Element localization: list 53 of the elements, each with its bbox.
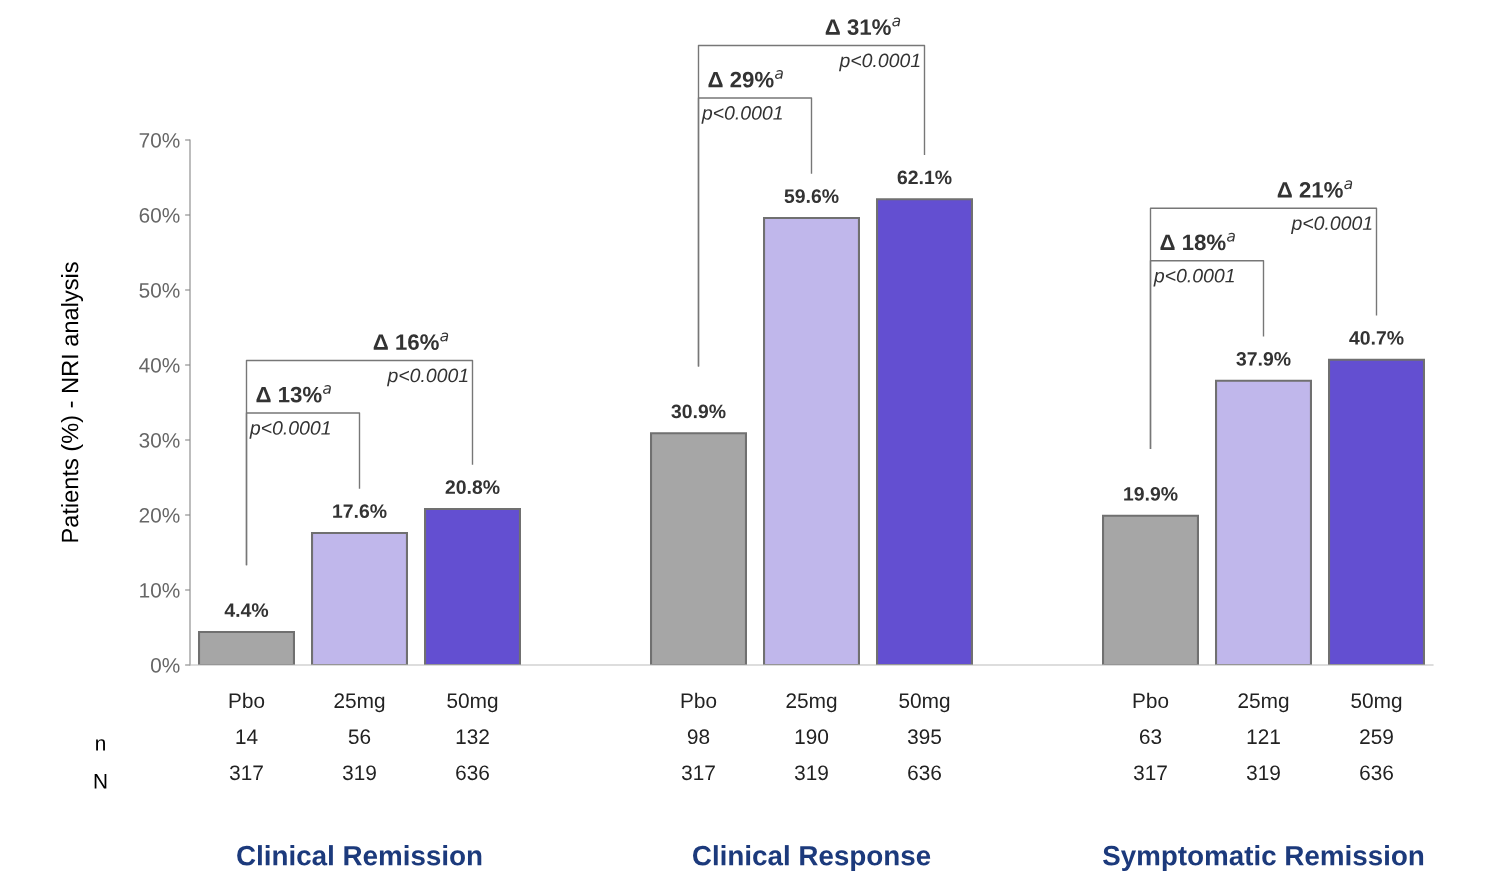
text: p<0.0001 [701, 106, 782, 124]
data-label: 40.7% [1349, 331, 1404, 345]
annotation: p<0.0001 [1290, 216, 1372, 234]
annotation: Δ 16%$^{a}$ [373, 332, 449, 350]
bar [650, 432, 747, 665]
y-tick-label: 20% [139, 508, 180, 523]
bar [424, 507, 521, 665]
x-tick-label: Pbo 14 317 [229, 692, 265, 781]
y-tick-label: 60% [139, 208, 180, 223]
x-tick-label: 50mg 259 636 [1351, 693, 1402, 781]
y-tick-label: 0% [150, 658, 180, 673]
bar [1215, 379, 1312, 665]
x-tick-label: 50mg 395 636 [899, 693, 950, 781]
data-label: 20.8% [445, 480, 500, 495]
data-label: 4.4% [224, 603, 269, 618]
y-tick-label: 10% [140, 583, 180, 598]
data-label: 17.6% [333, 504, 387, 519]
x-tick-label: Pbo 63 317 [1133, 692, 1169, 781]
annotation: Δ 18%$^{a}$ [1160, 232, 1235, 251]
data-label: 30.9% [671, 404, 726, 419]
bar [311, 531, 408, 665]
text: Symptomatic Remission [1103, 845, 1424, 871]
bar [1102, 514, 1199, 665]
annotation: Δ 13%$^{a}$ [256, 385, 331, 403]
bar [763, 216, 860, 665]
bar [1328, 358, 1425, 665]
y-axis-title: Patients (%) - NRI analysis [61, 262, 84, 542]
data-label: 59.6% [784, 189, 839, 204]
y-tick-label: 30% [139, 433, 180, 448]
x-tick-label: Pbo 98 317 [681, 692, 717, 781]
text: n [96, 739, 105, 751]
y-tick-label: 50% [139, 283, 180, 298]
y-tick-label: 40% [139, 358, 180, 373]
annotation: p<0.0001 [1153, 268, 1234, 287]
data-label: 62.1% [897, 170, 952, 185]
text: N [94, 774, 107, 789]
annotation: p<0.0001 [249, 421, 330, 439]
bar [876, 198, 973, 665]
y-tick-label: 70% [139, 133, 180, 148]
text: p<0.0001 [838, 53, 920, 72]
text: Clinical Remission [237, 845, 482, 866]
text: Δ 29%$^{a}$ [708, 70, 783, 88]
text: Clinical Response [693, 845, 931, 871]
text: Δ 31%$^{a}$ [825, 17, 901, 36]
annotation: p<0.0001 [386, 368, 468, 387]
x-tick-label: 50mg 132 636 [447, 693, 498, 781]
data-label: 19.9% [1124, 487, 1178, 501]
annotation: Δ 21%$^{a}$ [1277, 180, 1353, 198]
bar [198, 630, 295, 665]
x-tick-label: 25mg 190 319 [786, 693, 837, 781]
data-label: 37.9% [1236, 352, 1291, 366]
x-tick-label: 25mg 56 319 [334, 693, 385, 781]
x-tick-label: 25mg 121 319 [1238, 693, 1289, 781]
